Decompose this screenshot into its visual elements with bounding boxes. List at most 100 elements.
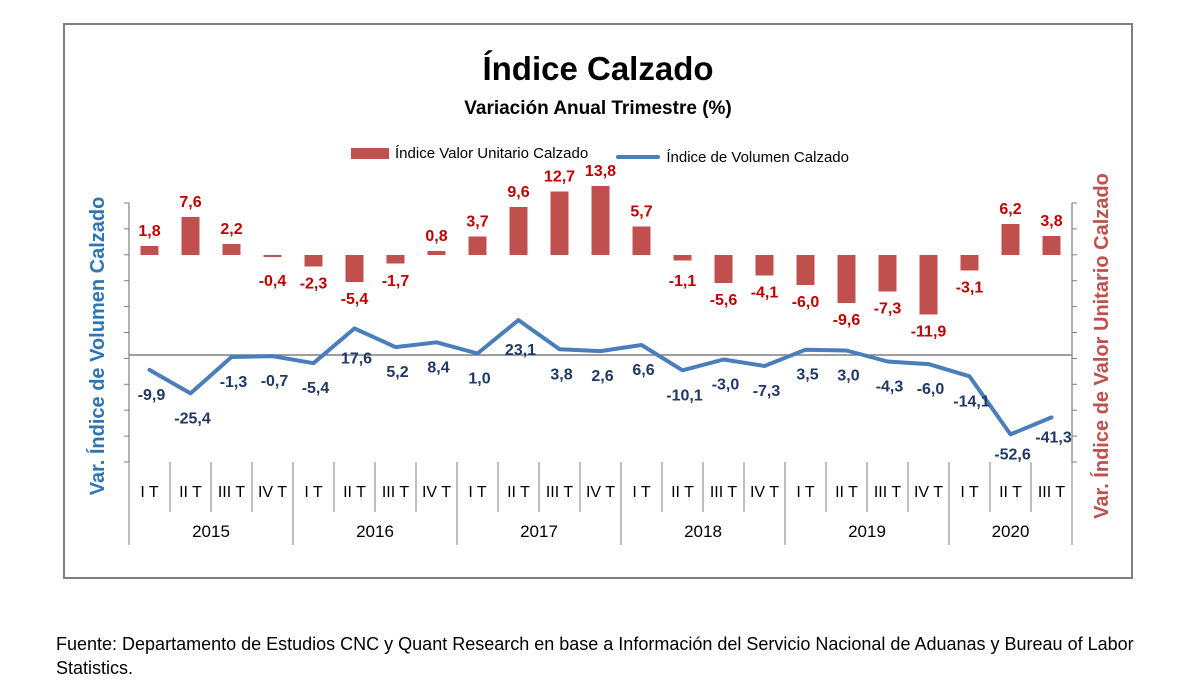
legend-label-bar: Índice Valor Unitario Calzado: [395, 145, 589, 162]
bar-label-18: -7,3: [874, 301, 902, 318]
chart-subtitle: Variación Anual Trimestre (%): [464, 98, 732, 119]
plot-area: 1,8 7,6 2,2 -0,4 -2,3 -5,4 -1,7 0,8 3,7 9,6 12,7 13…: [124, 163, 1077, 545]
line-label-12: 6,6: [632, 362, 654, 379]
legend-item-bar: Índice Valor Unitario Calzado: [351, 145, 588, 162]
quarter-label-13: II T: [671, 484, 694, 501]
bar-label-11: 13,8: [585, 163, 616, 180]
line-label-11: 2,6: [591, 368, 613, 385]
chart-frame: [63, 23, 1133, 579]
bar-6: [386, 255, 405, 264]
year-label-3: 2018: [684, 522, 722, 541]
legend-line-swatch: [616, 155, 661, 159]
bar-label-20: -3,1: [956, 280, 984, 297]
bar-13: [673, 255, 692, 261]
line-label-14: -3,0: [712, 377, 740, 394]
year-label-1: 2016: [356, 522, 394, 541]
line-label-2: -1,3: [220, 374, 248, 391]
source-note: Fuente: Departamento de Estudios CNC y Q…: [56, 634, 1134, 678]
bar-20: [960, 255, 979, 271]
bar-label-10: 12,7: [544, 169, 575, 186]
bar-label-17: -9,6: [833, 312, 861, 329]
line-label-6: 5,2: [386, 364, 408, 381]
bar-label-1: 7,6: [179, 194, 201, 211]
line-label-1: -25,4: [174, 410, 211, 427]
bar-label-2: 2,2: [220, 221, 242, 238]
quarter-label-1: II T: [179, 484, 202, 501]
bar-label-4: -2,3: [300, 276, 328, 293]
quarter-label-0: I T: [140, 484, 159, 501]
bar-22: [1042, 236, 1061, 255]
line-label-10: 3,8: [550, 366, 572, 383]
quarter-label-10: III T: [546, 484, 573, 501]
quarter-label-5: II T: [343, 484, 366, 501]
bar-3: [263, 255, 282, 257]
quarter-label-2: III T: [218, 484, 245, 501]
left-axis-label: Var. Índice de Volumen Calzado: [86, 197, 109, 496]
line-label-7: 8,4: [427, 359, 449, 376]
bar-label-7: 0,8: [425, 228, 447, 245]
line-label-5: 17,6: [341, 350, 372, 367]
bar-9: [509, 207, 528, 255]
line-label-9: 23,1: [505, 342, 536, 359]
quarter-label-6: III T: [382, 484, 409, 501]
bar-label-5: -5,4: [341, 291, 369, 308]
bar-7: [427, 251, 446, 255]
line-label-13: -10,1: [666, 387, 703, 404]
bar-4: [304, 255, 323, 267]
bar-16: [796, 255, 815, 285]
line-label-21: -52,6: [994, 446, 1031, 463]
bar-label-12: 5,7: [630, 204, 652, 221]
bar-1: [181, 217, 200, 255]
line-label-20: -14,1: [953, 393, 990, 410]
legend-item-line: Índice de Volumen Calzado: [616, 149, 849, 166]
legend-bar-swatch: [351, 148, 390, 159]
bar-19: [919, 255, 938, 315]
bar-17: [837, 255, 856, 303]
bar-label-16: -6,0: [792, 294, 820, 311]
legend: Índice Valor Unitario Calzado Índice de …: [0, 145, 1200, 166]
quarter-label-8: I T: [468, 484, 487, 501]
bar-label-14: -5,6: [710, 292, 738, 309]
bar-12: [632, 226, 651, 255]
year-label-2: 2017: [520, 522, 558, 541]
bar-label-19: -11,9: [911, 324, 947, 341]
line-label-22: -41,3: [1035, 429, 1072, 446]
legend-label-line: Índice de Volumen Calzado: [666, 148, 849, 166]
quarter-label-14: III T: [710, 484, 737, 501]
line-label-8: 1,0: [468, 370, 490, 387]
year-label-4: 2019: [848, 522, 886, 541]
line-label-4: -5,4: [302, 380, 330, 397]
bar-label-8: 3,7: [466, 214, 488, 231]
volume-line: [147, 318, 1054, 437]
line-label-15: -7,3: [753, 383, 781, 400]
bar-label-13: -1,1: [669, 273, 697, 290]
year-label-5: 2020: [992, 522, 1030, 541]
line-label-0: -9,9: [138, 387, 166, 404]
bar-5: [345, 255, 364, 282]
bar-21: [1001, 224, 1020, 255]
chart-title: Índice Calzado: [482, 50, 713, 87]
year-label-0: 2015: [192, 522, 230, 541]
bar-label-0: 1,8: [138, 223, 160, 240]
line-label-19: -6,0: [917, 381, 945, 398]
bar-label-21: 6,2: [999, 201, 1021, 218]
line-label-16: 3,5: [796, 367, 818, 384]
quarter-label-19: IV T: [914, 484, 943, 501]
bar-15: [755, 255, 774, 276]
bar-10: [550, 191, 569, 255]
quarter-label-9: II T: [507, 484, 530, 501]
bar-label-9: 9,6: [507, 184, 529, 201]
bar-2: [222, 244, 241, 255]
bar-label-6: -1,7: [382, 273, 410, 290]
quarter-label-21: II T: [999, 484, 1022, 501]
line-label-18: -4,3: [876, 378, 904, 395]
quarter-label-18: III T: [874, 484, 901, 501]
bar-label-22: 3,8: [1040, 213, 1062, 230]
quarter-label-17: II T: [835, 484, 858, 501]
bar-8: [468, 236, 487, 255]
bar-11: [591, 186, 610, 255]
quarter-label-22: III T: [1038, 484, 1065, 501]
bar-label-3: -0,4: [259, 273, 287, 290]
quarter-label-4: I T: [304, 484, 323, 501]
